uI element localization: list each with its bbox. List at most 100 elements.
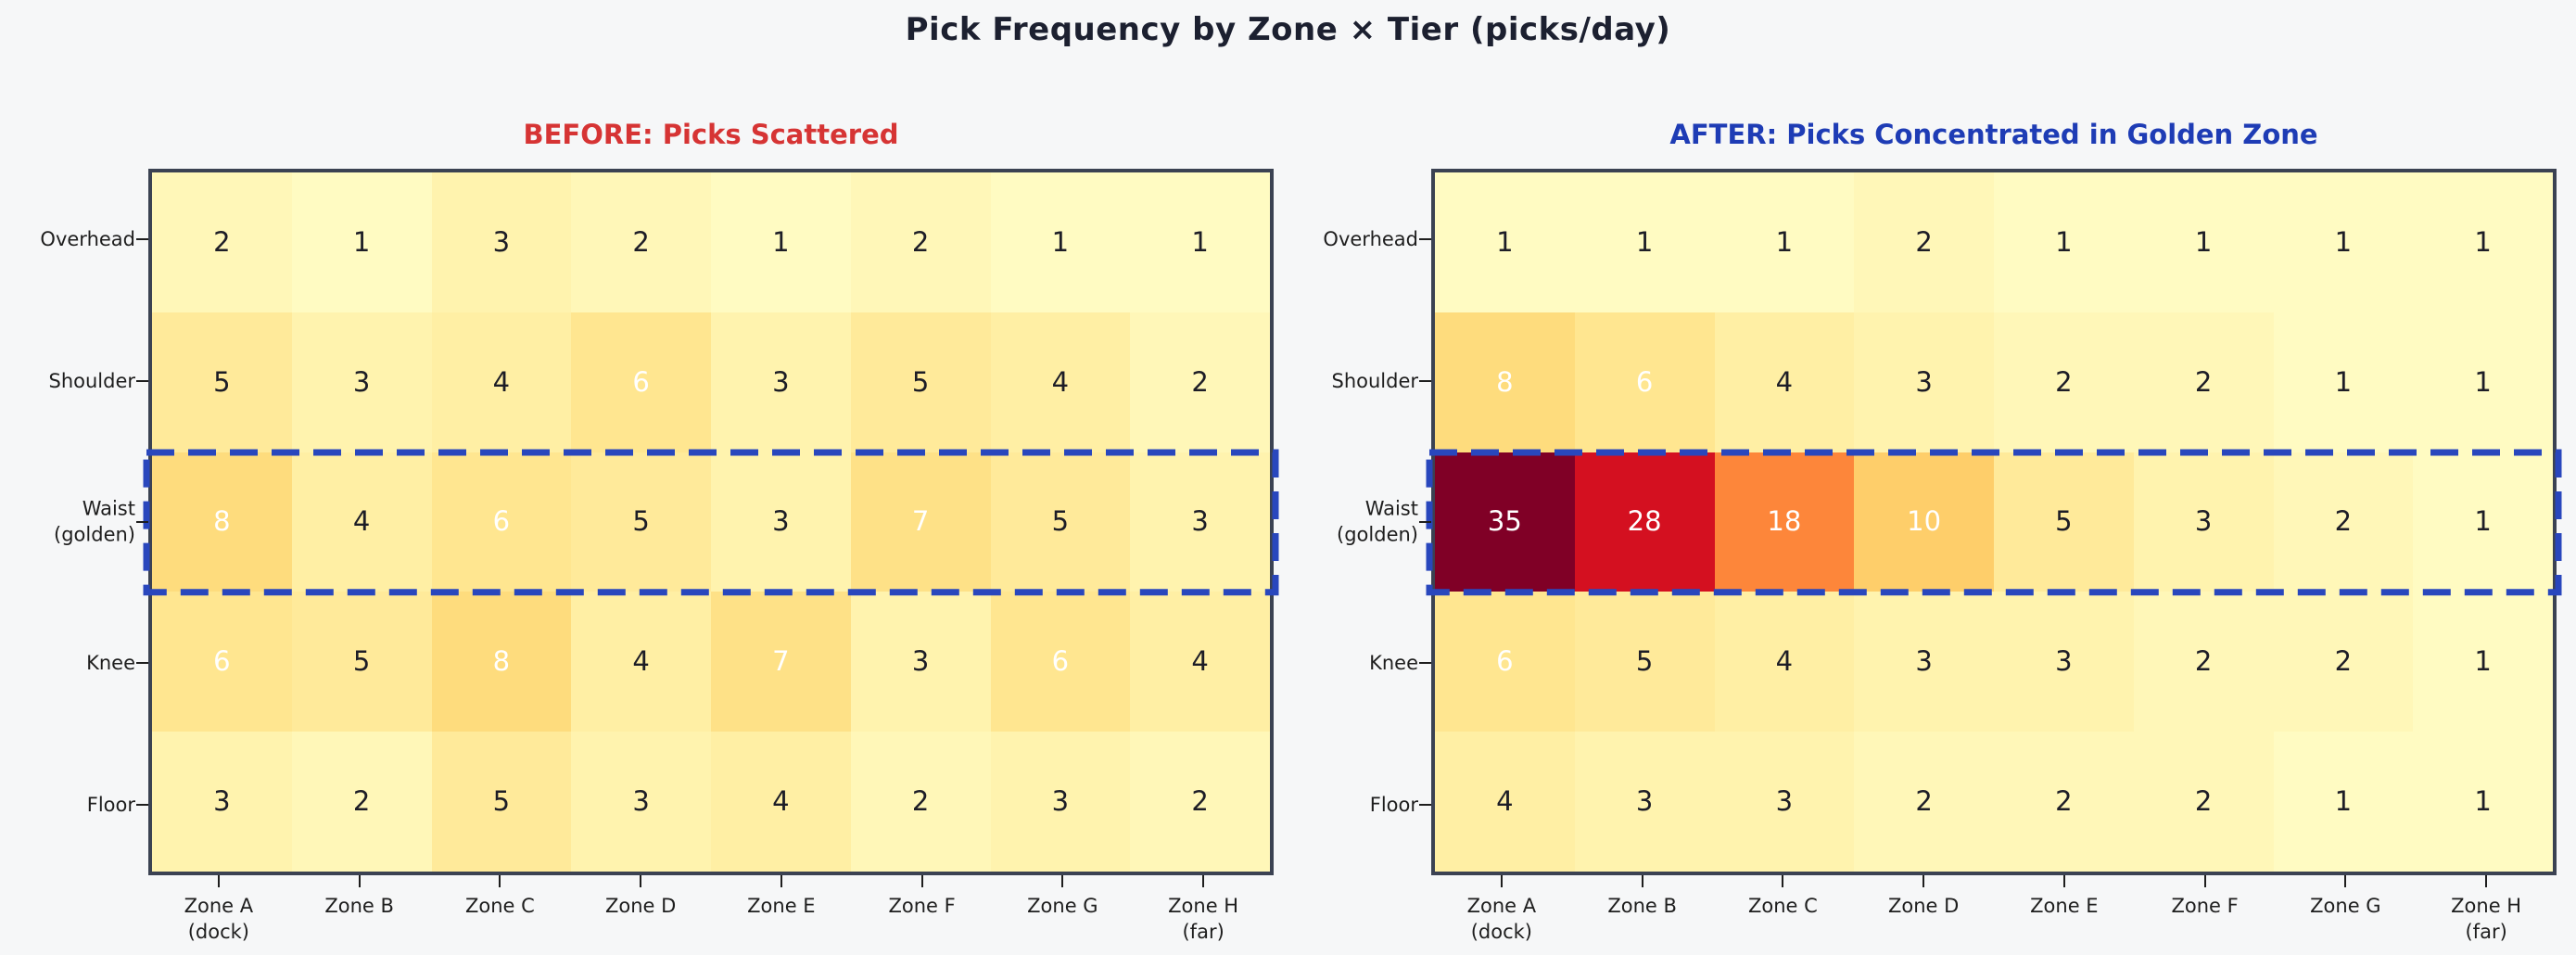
y-tick-label: Waist (golden) [54,497,135,546]
y-tick-label: Shoulder [1331,369,1418,392]
heatmap-cell: 3 [1574,732,1715,872]
x-tick-label: Zone A (dock) [1466,895,1537,944]
heatmap-cell: 2 [1854,732,1994,872]
heatmap-cell: 2 [571,172,711,312]
heatmap-cell: 1 [2273,732,2414,872]
heatmap-cell: 3 [1854,312,1994,452]
heatmap-cell: 7 [850,452,991,592]
y-tick [136,662,148,665]
heatmap-cell: 2 [2273,452,2414,592]
x-tick-label: Zone C [1747,895,1818,917]
heatmap-cell: 5 [291,592,432,732]
heatmap-cell: 4 [711,732,851,872]
x-tick [1641,875,1643,887]
y-tick-label: Overhead [1323,228,1418,251]
x-tick [1922,875,1925,887]
x-tick [1500,875,1503,887]
heatmap-cell: 3 [850,592,991,732]
heatmap-cell: 2 [1130,732,1270,872]
heatmap-cell: 10 [1854,452,1994,592]
x-tick-label: Zone C [464,895,535,917]
heatmap-cell: 5 [431,732,572,872]
heatmap-cell: 6 [571,312,711,452]
heatmap-cell: 3 [1994,592,2134,732]
heatmap-cell: 4 [431,312,572,452]
heatmap-cell: 5 [1574,592,1715,732]
x-tick-label: Zone G [2310,895,2381,917]
y-tick [1419,238,1431,241]
heatmap-cell: 2 [1854,172,1994,312]
x-tick-label: Zone D [604,895,677,917]
heatmap-cell: 3 [152,732,292,872]
heatmap-cell: 2 [1130,312,1270,452]
heatmap-cell: 3 [571,732,711,872]
heatmap-cell: 18 [1714,452,1855,592]
before-panel-title: BEFORE: Picks Scattered [523,119,899,150]
heatmap-cell: 1 [1714,172,1855,312]
after-panel-title: AFTER: Picks Concentrated in Golden Zone [1669,119,2318,150]
x-tick-label: Zone D [1887,895,1960,917]
heatmap-cell: 1 [2273,172,2414,312]
heatmap-cell: 3 [291,312,432,452]
heatmap-cell: 6 [1574,312,1715,452]
heatmap-cell: 3 [2133,452,2274,592]
y-tick-label: Waist (golden) [1337,497,1418,546]
heatmap-cell: 4 [1435,732,1575,872]
x-tick-label: Zone H (far) [2451,895,2522,944]
heatmap-cell: 1 [2413,732,2553,872]
heatmap-cell: 2 [2133,312,2274,452]
heatmap-cell: 1 [990,172,1131,312]
x-tick [640,875,642,887]
x-tick-label: Zone A (dock) [184,895,254,944]
y-tick-label: Overhead [40,228,135,251]
x-tick [1061,875,1064,887]
after-heatmap: 1 1 1 2 1 1 1 1 8 6 4 3 2 2 1 1 35 28 18 10 5 3 2 1 6 5 4 3 3 2 2 1 4 3 3 2… [1426,169,2562,875]
x-tick [2485,875,2488,887]
heatmap-cell: 3 [711,312,851,452]
heatmap-cell: 6 [431,452,572,592]
heatmap-cell: 1 [1574,172,1715,312]
heatmap-cell: 4 [571,592,711,732]
y-tick [1419,662,1431,665]
y-tick [136,238,148,241]
heatmap-cell: 2 [850,172,991,312]
heatmap-cell: 1 [291,172,432,312]
heatmap-cell: 3 [1854,592,1994,732]
y-tick [1419,379,1431,382]
heatmap-cell: 3 [990,732,1131,872]
heatmap-cell: 1 [2273,312,2414,452]
heatmap-cell: 3 [711,452,851,592]
x-tick-label: Zone F [2171,895,2239,917]
x-tick-label: Zone H (far) [1168,895,1239,944]
y-tick-label: Knee [1369,652,1418,675]
x-tick [1782,875,1784,887]
heatmap-cell: 2 [1994,732,2134,872]
heatmap-cell: 5 [152,312,292,452]
heatmap-cell: 7 [711,592,851,732]
heatmap-cell: 8 [431,592,572,732]
heatmap-cell: 5 [990,452,1131,592]
heatmap-cell: 8 [1435,312,1575,452]
y-tick [136,803,148,806]
heatmap-cell: 6 [1435,592,1575,732]
x-tick [2062,875,2065,887]
x-tick-label: Zone F [888,895,956,917]
y-tick-label: Floor [1369,793,1418,816]
y-tick [1419,521,1431,523]
heatmap-cell: 35 [1435,452,1575,592]
y-tick [136,521,148,523]
heatmap-cell: 1 [1435,172,1575,312]
heatmap-cell: 1 [2413,312,2553,452]
heatmap-cell: 4 [1714,592,1855,732]
x-tick-label: Zone E [747,895,816,917]
heatmap-cell: 1 [2413,592,2553,732]
heatmap-cell: 3 [431,172,572,312]
y-tick-label: Shoulder [48,369,135,392]
heatmap-cell: 2 [850,732,991,872]
heatmap-cell: 2 [1994,312,2134,452]
heatmap-cell: 6 [152,592,292,732]
heatmap-cell: 5 [850,312,991,452]
y-tick-label: Knee [86,652,135,675]
heatmap-cell: 1 [2413,452,2553,592]
heatmap-cell: 2 [152,172,292,312]
